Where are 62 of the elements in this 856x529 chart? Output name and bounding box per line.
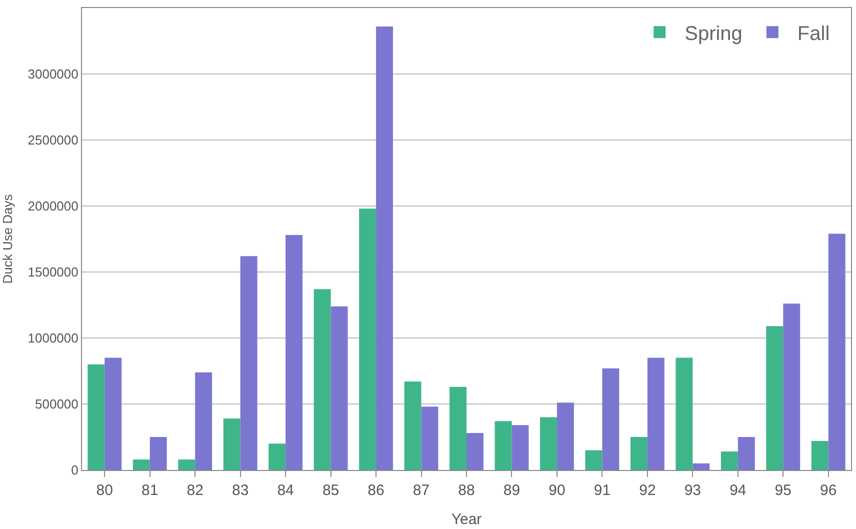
bar <box>585 450 602 470</box>
y-tick-label: 0 <box>71 462 78 478</box>
bar <box>240 256 258 470</box>
bar <box>421 406 438 470</box>
bar <box>783 304 800 470</box>
x-tick-label: 94 <box>730 482 746 499</box>
bar <box>223 418 240 470</box>
bar <box>376 26 393 470</box>
x-tick-label: 85 <box>322 482 340 499</box>
x-tick-label: 80 <box>96 482 113 499</box>
x-tick-label: 95 <box>774 482 792 499</box>
bar <box>178 459 196 470</box>
x-tick-label: 88 <box>458 482 475 499</box>
bar <box>512 425 529 470</box>
bar <box>404 382 422 470</box>
y-tick-label: 2500000 <box>28 132 78 148</box>
bar <box>692 463 710 470</box>
x-tick-label: 87 <box>412 482 430 499</box>
x-tick-label: 91 <box>594 482 611 499</box>
bar <box>88 364 105 470</box>
y-tick-label: 1500000 <box>28 264 78 280</box>
x-tick-label: 90 <box>548 482 566 499</box>
bar <box>738 437 755 470</box>
bar <box>676 358 693 470</box>
bar <box>286 235 303 470</box>
x-tick-label: 93 <box>684 482 702 499</box>
bar <box>330 306 348 470</box>
y-tick-label: 2000000 <box>28 198 78 214</box>
bar <box>466 433 484 470</box>
y-tick-label: 3000000 <box>28 66 78 82</box>
legend-label: Spring <box>684 22 742 45</box>
bar <box>647 358 664 470</box>
y-tick-label: 1000000 <box>28 330 78 346</box>
bar <box>359 208 376 470</box>
x-tick-label: 89 <box>503 482 520 499</box>
bar <box>556 402 574 470</box>
bar <box>766 326 784 470</box>
x-axis-title: Year <box>451 511 482 528</box>
bar <box>494 421 512 470</box>
bar <box>104 358 122 470</box>
x-tick-label: 92 <box>639 482 656 499</box>
x-tick-label: 96 <box>820 482 837 499</box>
bar <box>720 452 738 470</box>
y-tick-label: 500000 <box>35 396 78 412</box>
x-tick-label: 83 <box>232 482 249 499</box>
bar <box>602 368 620 470</box>
x-tick-label: 84 <box>277 482 294 499</box>
bar <box>150 437 167 470</box>
bar <box>314 289 331 470</box>
bar <box>268 444 286 470</box>
bar <box>630 437 648 470</box>
x-tick-label: 81 <box>142 482 158 499</box>
bar <box>195 372 212 470</box>
x-tick-label: 82 <box>186 482 204 499</box>
bar <box>811 440 828 470</box>
legend-label: Fall <box>797 22 830 45</box>
bar <box>828 234 846 470</box>
bar <box>540 417 557 470</box>
bar <box>450 386 466 470</box>
x-tick-label: 86 <box>368 482 384 499</box>
y-axis-title: Duck Use Days <box>0 194 15 284</box>
bar <box>132 459 150 470</box>
